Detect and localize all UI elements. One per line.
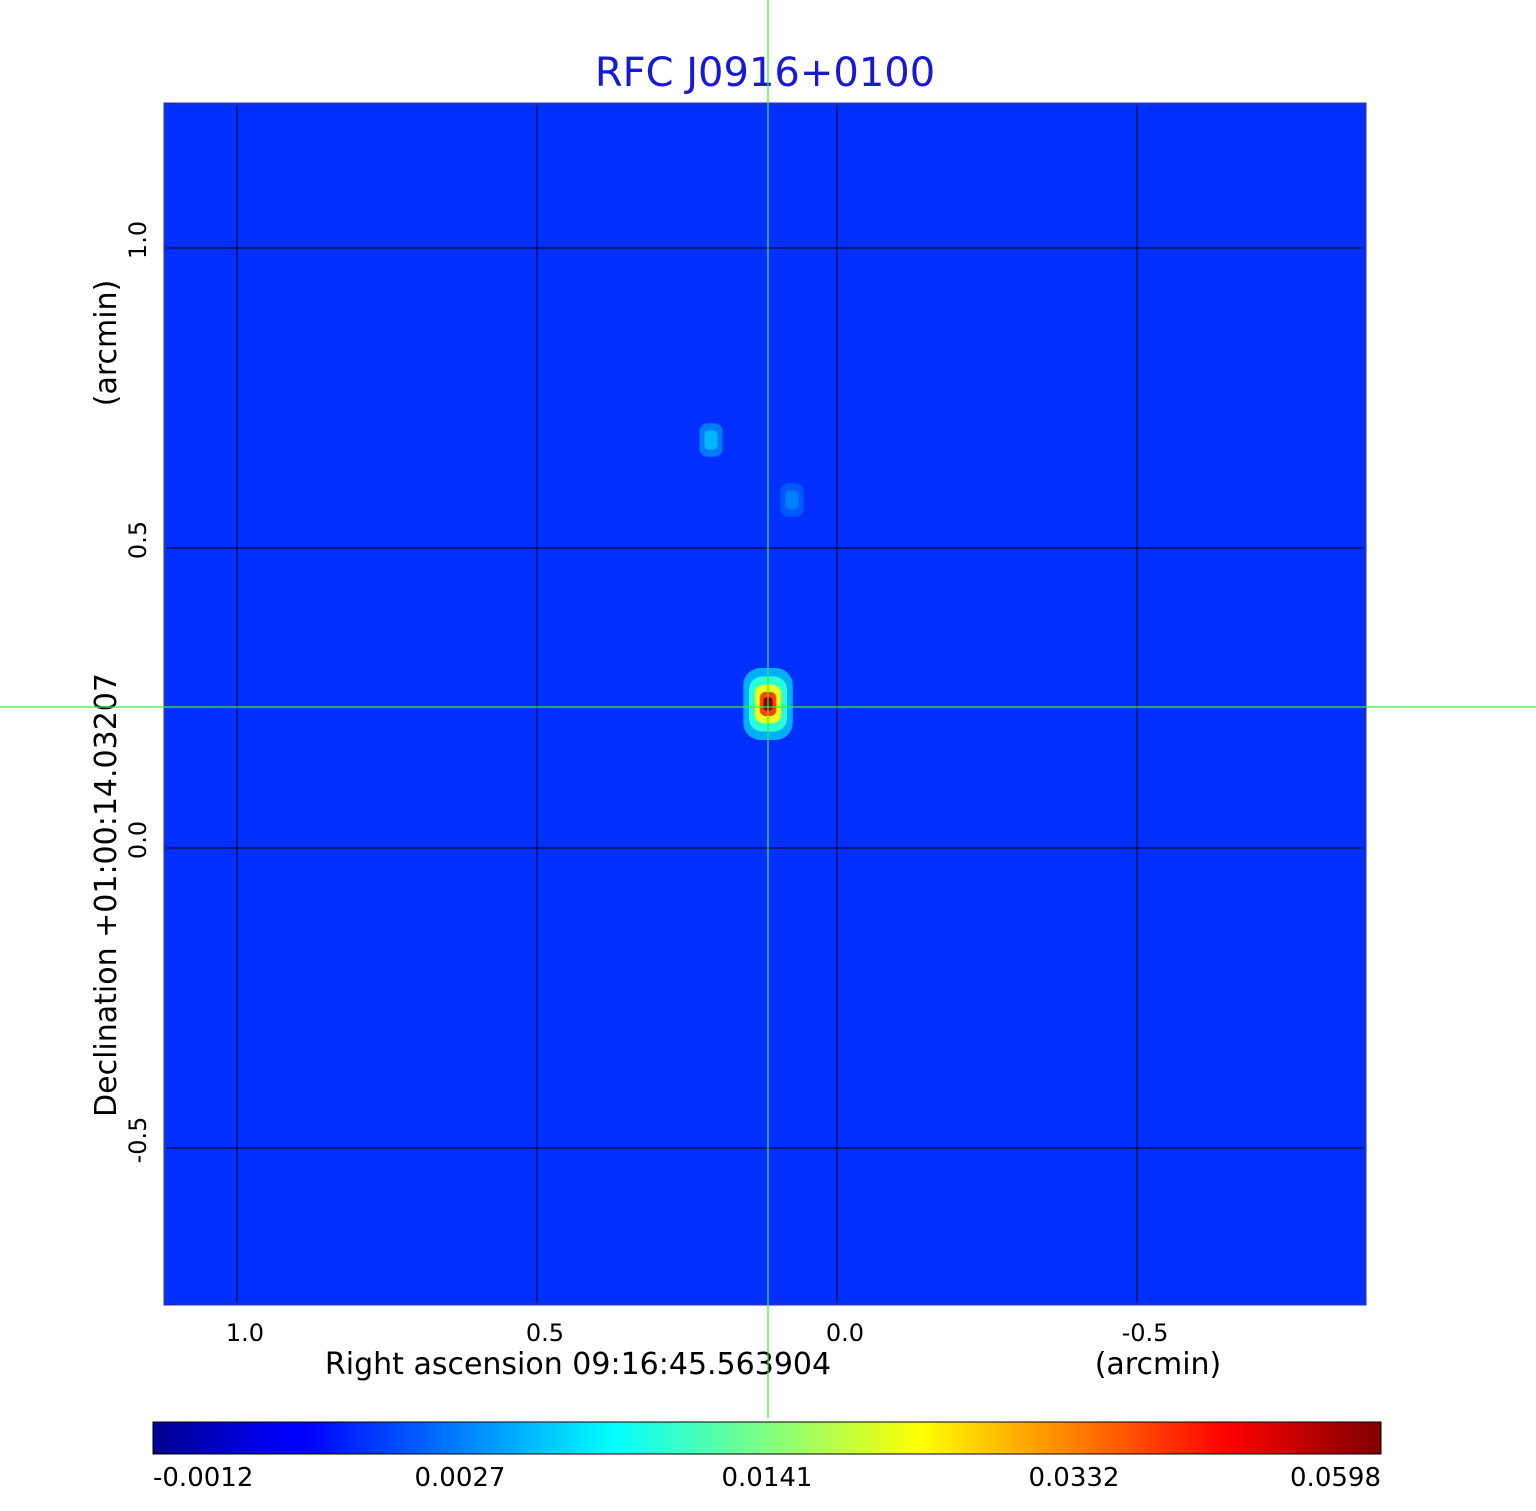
y-tick-label: 0.0 bbox=[124, 821, 152, 859]
colorbar: -0.0012 0.0027 0.0141 0.0332 0.0598 bbox=[152, 1421, 1382, 1493]
y-tick-label: 1.0 bbox=[124, 221, 152, 259]
chart-title: RFC J0916+0100 bbox=[595, 50, 935, 96]
colorbar-tick-labels: -0.0012 0.0027 0.0141 0.0332 0.0598 bbox=[153, 1463, 1381, 1493]
crosshair bbox=[0, 0, 1536, 1418]
plot-frame bbox=[163, 102, 1367, 1306]
colorbar-tick-label: 0.0141 bbox=[722, 1463, 813, 1493]
x-tick-label: -0.5 bbox=[1122, 1319, 1169, 1347]
colorbar-tick-label: 0.0332 bbox=[1029, 1463, 1120, 1493]
source-1-level-1 bbox=[704, 430, 718, 450]
colorbar-tick-label: -0.0012 bbox=[153, 1463, 253, 1493]
colorbar-tick-label: 0.0598 bbox=[1290, 1463, 1381, 1493]
x-tick-label: 1.0 bbox=[226, 1319, 264, 1347]
x-axis-unit: (arcmin) bbox=[1095, 1347, 1222, 1382]
y-tick-labels: 1.0 0.5 0.0 -0.5 bbox=[124, 221, 152, 1164]
x-tick-label: 0.5 bbox=[526, 1319, 564, 1347]
source-2-level-1 bbox=[785, 490, 799, 510]
x-tick-labels: 1.0 0.5 0.0 -0.5 bbox=[226, 1319, 1169, 1347]
image-plot-area bbox=[163, 102, 1367, 1306]
y-tick-label: 0.5 bbox=[124, 521, 152, 559]
colorbar-tick-label: 0.0027 bbox=[415, 1463, 506, 1493]
y-tick-label: -0.5 bbox=[124, 1117, 152, 1164]
x-tick-label: 0.0 bbox=[826, 1319, 864, 1347]
colorbar-gradient bbox=[152, 1421, 1382, 1455]
y-axis-unit: (arcmin) bbox=[89, 280, 124, 407]
x-axis-label: Right ascension 09:16:45.563904 bbox=[325, 1347, 831, 1382]
y-axis-label: Declination +01:00:14.03207 bbox=[89, 673, 124, 1117]
grid-layer bbox=[165, 104, 1365, 1304]
